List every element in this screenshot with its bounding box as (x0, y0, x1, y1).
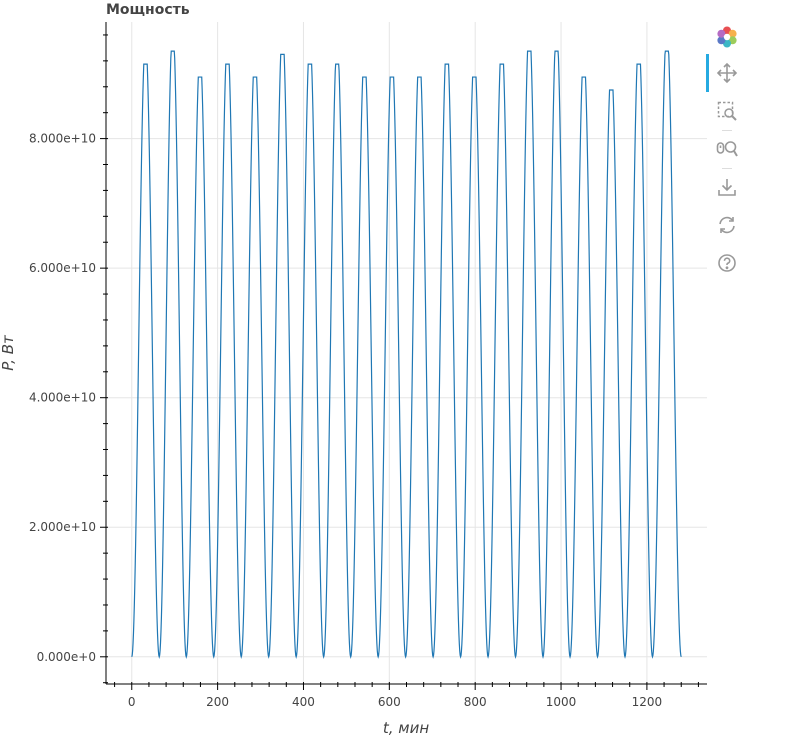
tick-labels: 0 200 400 600 800 1000 1200 0.000e+0 2.000e+10 4.… (29, 132, 662, 709)
series-line (131, 50, 682, 660)
x-tick-label: 1000 (546, 695, 577, 709)
x-tick-label: 600 (378, 695, 401, 709)
toolbar-separator (722, 130, 732, 131)
chart-title: Мощность (106, 2, 190, 18)
toolbar-separator (722, 168, 732, 169)
x-tick-label: 800 (464, 695, 487, 709)
y-tick-label: 6.000e+10 (29, 261, 96, 275)
save-tool-icon[interactable] (716, 176, 738, 198)
y-tick-label: 0.000e+0 (37, 650, 96, 664)
reset-tool-icon[interactable] (716, 214, 738, 236)
x-tick-label: 0 (128, 695, 136, 709)
x-tick-label: 400 (292, 695, 315, 709)
x-tick-label: 1200 (632, 695, 663, 709)
axes (100, 22, 707, 690)
box-zoom-tool-icon[interactable] (716, 100, 738, 122)
active-tool-indicator (706, 54, 709, 92)
help-tool-icon[interactable] (716, 252, 738, 274)
x-axis-label: t, мин (383, 719, 429, 737)
bokeh-logo-icon[interactable] (716, 26, 738, 48)
pan-tool-icon[interactable] (716, 62, 738, 84)
y-tick-label: 8.000e+10 (29, 132, 96, 146)
y-axis-label: P, Вт (0, 334, 17, 371)
x-tick-label: 200 (206, 695, 229, 709)
y-tick-label: 4.000e+10 (29, 391, 96, 405)
y-tick-label: 2.000e+10 (29, 520, 96, 534)
wheel-zoom-tool-icon[interactable] (716, 138, 738, 160)
plot-area[interactable] (106, 22, 707, 684)
